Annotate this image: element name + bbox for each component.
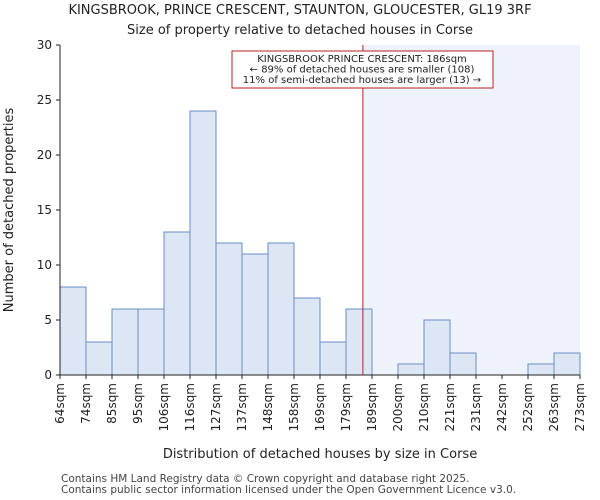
x-tick-label: 221sqm <box>443 383 457 431</box>
chart-title: KINGSBROOK, PRINCE CRESCENT, STAUNTON, G… <box>68 3 531 18</box>
bar <box>215 242 243 376</box>
x-tick-label: 242sqm <box>495 383 509 431</box>
x-tick-label: 263sqm <box>547 383 561 431</box>
x-tick-label: 200sqm <box>391 383 405 431</box>
y-tick-label: 20 <box>37 148 52 162</box>
x-tick-label: 64sqm <box>53 383 67 424</box>
x-tick-label: 189sqm <box>365 383 379 431</box>
annotation-line-3: 11% of semi-detached houses are larger (… <box>243 75 481 86</box>
x-tick-label: 148sqm <box>261 383 275 431</box>
x-tick-label: 252sqm <box>521 383 535 431</box>
bar <box>423 319 451 376</box>
x-tick-label: 116sqm <box>183 383 197 431</box>
bar <box>267 242 295 376</box>
x-tick-label: 95sqm <box>131 383 145 424</box>
bar <box>241 253 269 376</box>
bar <box>553 352 581 376</box>
bar <box>137 308 165 376</box>
x-tick-label: 273sqm <box>573 383 587 431</box>
footer-line-2: Contains public sector information licen… <box>61 484 517 496</box>
y-tick-label: 5 <box>44 313 52 327</box>
bar <box>527 363 555 376</box>
bar <box>397 363 425 376</box>
y-tick-label: 15 <box>37 203 52 217</box>
x-tick-label: 137sqm <box>235 383 249 431</box>
bar <box>189 110 217 376</box>
x-tick-label: 210sqm <box>417 383 431 431</box>
y-tick-label: 30 <box>37 38 52 52</box>
x-tick-label: 74sqm <box>79 383 93 424</box>
bar <box>85 341 113 376</box>
x-tick-label: 85sqm <box>105 383 119 424</box>
x-tick-label: 169sqm <box>313 383 327 431</box>
bar <box>59 286 87 376</box>
annotation-box <box>231 50 494 89</box>
x-tick-label: 158sqm <box>287 383 301 431</box>
chart-subtitle: Size of property relative to detached ho… <box>127 23 473 38</box>
highlight-region <box>362 45 580 375</box>
x-tick-label: 127sqm <box>209 383 223 431</box>
annotation-line-2: ← 89% of detached houses are smaller (10… <box>250 65 475 76</box>
x-tick-label: 106sqm <box>157 383 171 431</box>
bar <box>345 308 373 376</box>
footer-line-1: Contains HM Land Registry data © Crown c… <box>61 473 470 485</box>
x-tick-label: 179sqm <box>339 383 353 431</box>
y-tick-label: 10 <box>37 258 52 272</box>
x-axis-label: Distribution of detached houses by size … <box>163 447 477 462</box>
annotation-line-1: KINGSBROOK PRINCE CRESCENT: 186sqm <box>257 54 467 65</box>
y-tick-label: 0 <box>44 368 52 382</box>
bar <box>163 231 191 376</box>
bar <box>319 341 347 376</box>
bar <box>111 308 139 376</box>
x-tick-label: 231sqm <box>469 383 483 431</box>
y-tick-label: 25 <box>37 93 52 107</box>
bar <box>293 297 321 376</box>
y-axis-label: Number of detached properties <box>2 108 17 313</box>
bar <box>449 352 477 376</box>
